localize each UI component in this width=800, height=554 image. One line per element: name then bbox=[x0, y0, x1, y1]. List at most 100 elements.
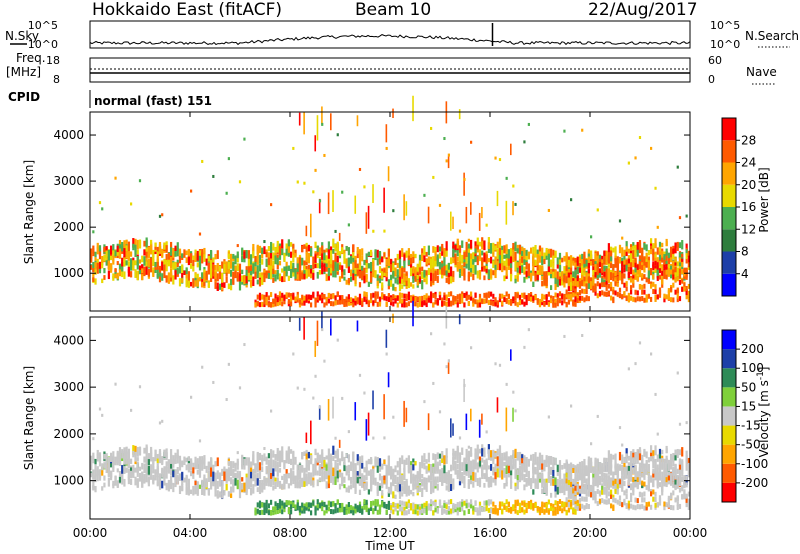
power-cell bbox=[285, 247, 288, 256]
velocity-cell bbox=[523, 474, 526, 480]
velocity-cell bbox=[434, 481, 437, 486]
power-cell bbox=[296, 294, 299, 300]
power-cell bbox=[461, 254, 464, 264]
power-cell bbox=[270, 251, 273, 259]
power-cell bbox=[121, 271, 124, 278]
velocity-cell bbox=[221, 480, 224, 491]
velocity-cell bbox=[296, 386, 299, 390]
velocity-cell bbox=[267, 464, 270, 470]
velocity-cell bbox=[283, 507, 286, 513]
power-cell bbox=[474, 299, 477, 305]
power-cell bbox=[554, 292, 557, 298]
power-cell bbox=[412, 256, 415, 264]
power-cell bbox=[658, 287, 662, 293]
power-cell bbox=[596, 251, 599, 256]
power-cell bbox=[192, 278, 195, 288]
power-cell bbox=[481, 250, 484, 256]
velocity-cell bbox=[296, 505, 299, 511]
velocity-cell bbox=[174, 452, 177, 459]
velocity-cell bbox=[514, 499, 517, 505]
velocity-cell bbox=[307, 476, 310, 485]
power-cell bbox=[205, 258, 208, 266]
power-cell bbox=[307, 253, 310, 264]
velocity-cell bbox=[103, 453, 106, 460]
power-cell bbox=[127, 251, 130, 261]
velocity-cell bbox=[592, 495, 595, 501]
power-cell bbox=[265, 270, 268, 275]
power-cell bbox=[456, 302, 459, 308]
power-cell bbox=[676, 276, 679, 282]
velocity-cell bbox=[307, 472, 310, 479]
power-cell bbox=[101, 255, 104, 263]
velocity-cell bbox=[590, 457, 593, 467]
velocity-cell bbox=[90, 455, 93, 466]
power-cell bbox=[658, 254, 662, 260]
velocity-cell bbox=[550, 492, 553, 498]
power-cell bbox=[485, 223, 488, 227]
freq-left-tick-top: 18 bbox=[46, 54, 60, 67]
power-cell bbox=[130, 251, 133, 257]
power-cell bbox=[110, 245, 113, 255]
velocity-cell bbox=[254, 507, 257, 513]
velocity-cell bbox=[592, 485, 595, 491]
power-cell bbox=[310, 268, 313, 274]
colorbar-tick-label: 12 bbox=[741, 222, 756, 236]
velocity-cell bbox=[336, 507, 339, 513]
power-cell bbox=[267, 246, 270, 252]
power-cell bbox=[270, 259, 273, 266]
velocity-cell bbox=[247, 480, 250, 488]
velocity-cell bbox=[150, 446, 153, 456]
velocity-cell bbox=[598, 475, 602, 481]
velocity-cell bbox=[296, 502, 299, 508]
velocity-cell bbox=[405, 457, 408, 465]
velocity-cell bbox=[330, 509, 333, 515]
power-cell bbox=[681, 269, 684, 275]
power-cell bbox=[598, 268, 602, 274]
velocity-cell bbox=[356, 477, 359, 484]
velocity-cell bbox=[541, 473, 544, 483]
power-cell bbox=[634, 156, 637, 160]
power-cell bbox=[534, 244, 537, 255]
velocity-cell bbox=[252, 484, 255, 494]
velocity-cell bbox=[401, 486, 404, 492]
velocity-cell bbox=[256, 478, 259, 486]
velocity-cell bbox=[581, 488, 584, 494]
velocity-cell bbox=[121, 465, 124, 474]
velocity-cell bbox=[416, 504, 419, 510]
power-cell bbox=[318, 295, 322, 301]
power-cell bbox=[305, 294, 308, 300]
velocity-cell bbox=[363, 504, 366, 510]
power-cell bbox=[541, 266, 544, 275]
power-cell bbox=[476, 270, 479, 279]
power-cell bbox=[394, 295, 397, 301]
velocity-cell bbox=[361, 508, 364, 514]
power-cell bbox=[343, 302, 346, 308]
velocity-cell bbox=[558, 479, 562, 484]
velocity-cell bbox=[494, 509, 497, 515]
power-cell bbox=[483, 292, 486, 298]
velocity-cell bbox=[445, 306, 448, 329]
power-cell bbox=[598, 272, 602, 278]
velocity-cell bbox=[487, 499, 490, 505]
velocity-cell bbox=[370, 474, 373, 480]
power-cell bbox=[656, 257, 659, 263]
velocity-cell bbox=[565, 467, 568, 473]
velocity-cell bbox=[167, 484, 170, 492]
power-cell bbox=[518, 265, 522, 274]
velocity-cell bbox=[134, 451, 137, 459]
velocity-cell bbox=[514, 508, 517, 514]
power-cell bbox=[274, 301, 277, 307]
power-cell bbox=[236, 263, 239, 272]
velocity-cell bbox=[503, 473, 506, 478]
power-cell bbox=[383, 252, 386, 257]
power-cell bbox=[498, 253, 502, 263]
power-cell bbox=[363, 291, 366, 297]
velocity-cell bbox=[172, 470, 175, 478]
velocity-cell bbox=[167, 460, 170, 470]
velocity-cell bbox=[112, 462, 115, 469]
power-cell bbox=[385, 301, 388, 307]
power-cell bbox=[447, 153, 450, 157]
power-cell bbox=[285, 271, 288, 277]
velocity-cell bbox=[312, 480, 315, 488]
power-cell bbox=[198, 232, 202, 236]
